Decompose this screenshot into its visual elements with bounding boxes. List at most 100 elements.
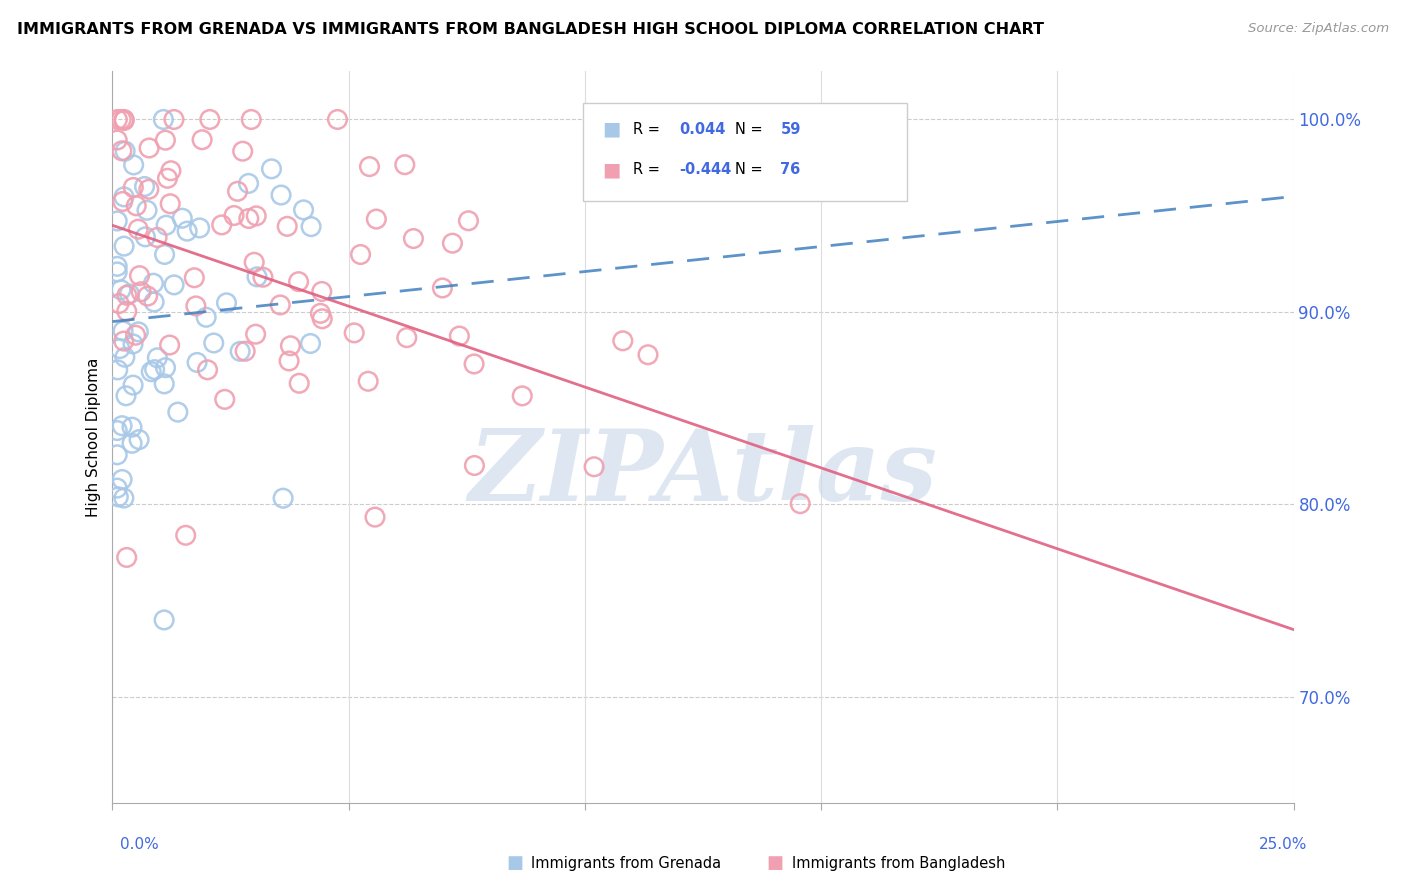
- Point: [163, 277, 186, 292]
- Y-axis label: High School Diploma: High School Diploma: [86, 358, 101, 516]
- Point: [111, 194, 134, 209]
- Point: [359, 160, 381, 174]
- Text: ■: ■: [506, 855, 523, 872]
- Point: [112, 334, 135, 348]
- Text: N =: N =: [735, 162, 768, 177]
- Point: [188, 221, 211, 235]
- Point: [141, 365, 163, 379]
- Point: [229, 344, 252, 359]
- Point: [105, 481, 128, 495]
- Point: [105, 260, 128, 274]
- Point: [238, 211, 260, 226]
- Point: [214, 392, 236, 407]
- Text: ■: ■: [602, 120, 620, 139]
- Point: [260, 161, 283, 176]
- Point: [121, 420, 143, 434]
- Point: [108, 296, 131, 310]
- Point: [134, 230, 156, 244]
- Point: [159, 338, 181, 352]
- Point: [146, 230, 169, 244]
- Point: [637, 348, 659, 362]
- Text: Immigrants from Bangladesh: Immigrants from Bangladesh: [792, 856, 1005, 871]
- Point: [215, 296, 238, 310]
- Point: [108, 342, 131, 356]
- Point: [245, 209, 267, 223]
- Point: [402, 231, 425, 245]
- Point: [288, 376, 311, 391]
- Point: [184, 299, 207, 313]
- Text: -0.444: -0.444: [679, 162, 731, 177]
- Point: [343, 326, 366, 340]
- Point: [270, 188, 292, 202]
- Point: [197, 363, 219, 377]
- Point: [112, 324, 135, 338]
- Point: [246, 269, 269, 284]
- Point: [136, 289, 159, 303]
- Point: [127, 325, 149, 339]
- Point: [174, 528, 197, 542]
- Point: [238, 177, 260, 191]
- Point: [112, 239, 135, 253]
- Point: [124, 328, 146, 343]
- Point: [252, 270, 274, 285]
- Point: [112, 491, 135, 505]
- Text: IMMIGRANTS FROM GRENADA VS IMMIGRANTS FROM BANGLADESH HIGH SCHOOL DIPLOMA CORREL: IMMIGRANTS FROM GRENADA VS IMMIGRANTS FR…: [17, 22, 1043, 37]
- Point: [349, 247, 371, 261]
- Point: [146, 351, 169, 365]
- Point: [122, 180, 145, 194]
- Text: Immigrants from Grenada: Immigrants from Grenada: [531, 856, 721, 871]
- Point: [153, 613, 176, 627]
- Text: N =: N =: [735, 122, 768, 136]
- Point: [127, 222, 149, 236]
- Point: [202, 336, 225, 351]
- Point: [463, 458, 485, 473]
- Text: 0.0%: 0.0%: [120, 838, 159, 852]
- Text: R =: R =: [633, 162, 664, 177]
- Point: [172, 211, 194, 226]
- Point: [136, 203, 159, 218]
- Point: [269, 298, 291, 312]
- Point: [299, 219, 322, 234]
- Point: [105, 214, 128, 228]
- Point: [243, 255, 266, 269]
- Point: [121, 436, 143, 450]
- Point: [107, 490, 129, 504]
- Point: [232, 144, 254, 158]
- Text: ZIPAtlas: ZIPAtlas: [468, 425, 938, 522]
- Point: [105, 448, 128, 462]
- Point: [138, 141, 160, 155]
- Text: 76: 76: [780, 162, 800, 177]
- Point: [198, 112, 221, 127]
- Text: 59: 59: [780, 122, 800, 136]
- Point: [142, 277, 165, 291]
- Point: [115, 389, 138, 403]
- Text: ■: ■: [602, 160, 620, 179]
- Point: [612, 334, 634, 348]
- Point: [463, 357, 485, 371]
- Point: [122, 158, 145, 172]
- Point: [366, 212, 388, 227]
- Point: [191, 133, 214, 147]
- Text: 25.0%: 25.0%: [1260, 838, 1308, 852]
- Point: [115, 288, 138, 302]
- Point: [510, 389, 533, 403]
- Point: [395, 331, 418, 345]
- Point: [271, 491, 294, 505]
- Point: [160, 163, 183, 178]
- Point: [114, 144, 136, 158]
- Point: [278, 354, 301, 368]
- Point: [226, 184, 249, 198]
- Point: [118, 286, 141, 301]
- Text: 0.044: 0.044: [679, 122, 725, 136]
- Text: Source: ZipAtlas.com: Source: ZipAtlas.com: [1249, 22, 1389, 36]
- Point: [134, 179, 156, 194]
- Point: [152, 112, 174, 127]
- Point: [115, 304, 138, 318]
- Point: [111, 473, 134, 487]
- Text: ■: ■: [766, 855, 783, 872]
- Point: [110, 112, 132, 127]
- Point: [326, 112, 349, 127]
- Point: [153, 247, 176, 261]
- Text: R =: R =: [633, 122, 664, 136]
- Point: [276, 219, 298, 234]
